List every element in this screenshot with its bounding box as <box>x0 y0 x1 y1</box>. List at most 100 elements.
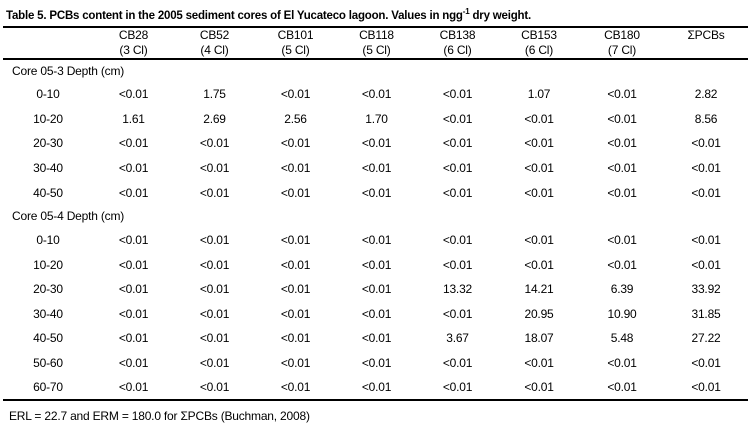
depth-cell: 10-20 <box>33 257 63 272</box>
table-row: 40-50 <0.01 <0.01 <0.01 <0.01 3.67 18.07… <box>3 326 748 351</box>
value-cell: <0.01 <box>361 233 392 248</box>
table-row: 20-30 <0.01 <0.01 <0.01 <0.01 13.32 14.2… <box>3 277 748 302</box>
value-cell: <0.01 <box>442 87 473 102</box>
value-cell: <0.01 <box>524 160 554 175</box>
column-header-cb118: CB118 (5 Cl) <box>336 26 417 60</box>
table-row: 50-60 <0.01 <0.01 <0.01 <0.01 <0.01 <0.0… <box>3 351 748 376</box>
value-cell: 2.56 <box>284 111 307 126</box>
value-cell: 1.70 <box>365 111 388 126</box>
value-cell: <0.01 <box>442 306 473 321</box>
value-cell: <0.01 <box>280 306 311 321</box>
value-cell: <0.01 <box>691 185 721 200</box>
depth-cell: 0-10 <box>36 87 60 102</box>
value-cell: <0.01 <box>361 282 392 297</box>
value-cell: 8.56 <box>694 111 718 126</box>
value-cell: <0.01 <box>361 380 392 395</box>
value-cell: <0.01 <box>442 380 473 395</box>
value-cell: <0.01 <box>280 282 311 297</box>
value-cell: <0.01 <box>118 331 149 346</box>
table-row: 60-70 <0.01 <0.01 <0.01 <0.01 <0.01 <0.0… <box>3 375 748 400</box>
section-header-core-05-4: Core 05-4 Depth (cm) <box>3 205 748 228</box>
table-caption-superscript: -1 <box>462 7 470 16</box>
value-cell: <0.01 <box>691 160 721 175</box>
value-cell: 27.22 <box>691 331 721 346</box>
value-cell: <0.01 <box>199 136 230 151</box>
value-cell: <0.01 <box>361 306 392 321</box>
value-cell: <0.01 <box>280 87 311 102</box>
value-cell: <0.01 <box>361 331 392 346</box>
depth-cell: 10-20 <box>33 111 63 126</box>
value-cell: 1.75 <box>203 87 226 102</box>
value-cell: 20.95 <box>524 306 554 321</box>
value-cell: <0.01 <box>524 257 554 272</box>
section-header-core-05-3: Core 05-3 Depth (cm) <box>3 59 748 82</box>
value-cell: <0.01 <box>442 356 473 371</box>
table-row: 40-50 <0.01 <0.01 <0.01 <0.01 <0.01 <0.0… <box>3 180 748 205</box>
value-cell: <0.01 <box>524 136 554 151</box>
depth-cell: 30-40 <box>33 160 63 175</box>
value-cell: <0.01 <box>361 356 392 371</box>
value-cell: <0.01 <box>607 87 637 102</box>
value-cell: <0.01 <box>442 233 473 248</box>
value-cell: <0.01 <box>361 87 392 102</box>
value-cell: <0.01 <box>607 233 637 248</box>
value-cell: <0.01 <box>607 160 637 175</box>
value-cell: <0.01 <box>691 380 721 395</box>
value-cell: <0.01 <box>361 185 392 200</box>
table-row: 20-30 <0.01 <0.01 <0.01 <0.01 <0.01 <0.0… <box>3 131 748 156</box>
value-cell: <0.01 <box>524 356 554 371</box>
value-cell: <0.01 <box>199 331 230 346</box>
column-header-sum-pcbs: ΣPCBs <box>664 26 748 60</box>
value-cell: <0.01 <box>691 356 721 371</box>
header-row: CB28 (3 Cl) CB52 (4 Cl) CB101 (5 Cl) CB118(… <box>3 26 748 60</box>
table-caption-tail: dry weight. <box>469 9 531 22</box>
value-cell: <0.01 <box>199 282 230 297</box>
table-row: 0-10 <0.01 1.75 <0.01 <0.01 <0.01 1.07 <… <box>3 82 748 107</box>
value-cell: <0.01 <box>118 306 149 321</box>
value-cell: <0.01 <box>691 136 721 151</box>
value-cell: 2.69 <box>203 111 226 126</box>
value-cell: <0.01 <box>118 356 149 371</box>
column-header-cb52: CB52 (4 Cl) <box>174 26 255 60</box>
value-cell: <0.01 <box>524 233 554 248</box>
value-cell: <0.01 <box>524 380 554 395</box>
value-cell: <0.01 <box>118 185 149 200</box>
depth-cell: 60-70 <box>33 380 63 395</box>
depth-cell: 50-60 <box>33 356 63 371</box>
value-cell: <0.01 <box>118 380 149 395</box>
value-cell: <0.01 <box>280 380 311 395</box>
table-row: 0-10 <0.01 <0.01 <0.01 <0.01 <0.01 <0.01… <box>3 228 748 253</box>
value-cell: 31.85 <box>691 306 721 321</box>
value-cell: <0.01 <box>118 257 149 272</box>
column-header-cb101: CB101 (5 Cl) <box>255 26 336 60</box>
value-cell: 14.21 <box>524 282 554 297</box>
value-cell: <0.01 <box>118 233 149 248</box>
value-cell: <0.01 <box>442 160 473 175</box>
value-cell: <0.01 <box>280 233 311 248</box>
value-cell: <0.01 <box>442 257 473 272</box>
value-cell: 18.07 <box>524 331 554 346</box>
value-cell: <0.01 <box>118 87 149 102</box>
value-cell: <0.01 <box>607 111 637 126</box>
value-cell: <0.01 <box>199 306 230 321</box>
table-row: 10-20 <0.01 <0.01 <0.01 <0.01 <0.01 <0.0… <box>3 252 748 277</box>
value-cell: <0.01 <box>607 356 637 371</box>
value-cell: <0.01 <box>442 111 473 126</box>
column-header-cb153: CB153 (6 Cl) <box>498 26 580 60</box>
section-label: Core 05-4 Depth (cm) <box>12 209 125 224</box>
depth-cell: 20-30 <box>33 136 63 151</box>
depth-cell: 30-40 <box>33 306 63 321</box>
depth-cell: 0-10 <box>36 233 60 248</box>
table-row: 30-40 <0.01 <0.01 <0.01 <0.01 <0.01 20.9… <box>3 302 748 327</box>
section-label: Core 05-3 Depth (cm) <box>12 63 125 78</box>
value-cell: <0.01 <box>607 185 637 200</box>
value-cell: 13.32 <box>442 282 473 297</box>
depth-cell: 20-30 <box>33 282 63 297</box>
value-cell: <0.01 <box>691 233 721 248</box>
value-cell: 33.92 <box>691 282 721 297</box>
table-row: 30-40 <0.01 <0.01 <0.01 <0.01 <0.01 <0.0… <box>3 156 748 181</box>
value-cell: <0.01 <box>361 136 392 151</box>
value-cell: <0.01 <box>199 380 230 395</box>
table-footnote: ERL = 22.7 and ERM = 180.0 for ΣPCBs (Bu… <box>9 408 310 423</box>
